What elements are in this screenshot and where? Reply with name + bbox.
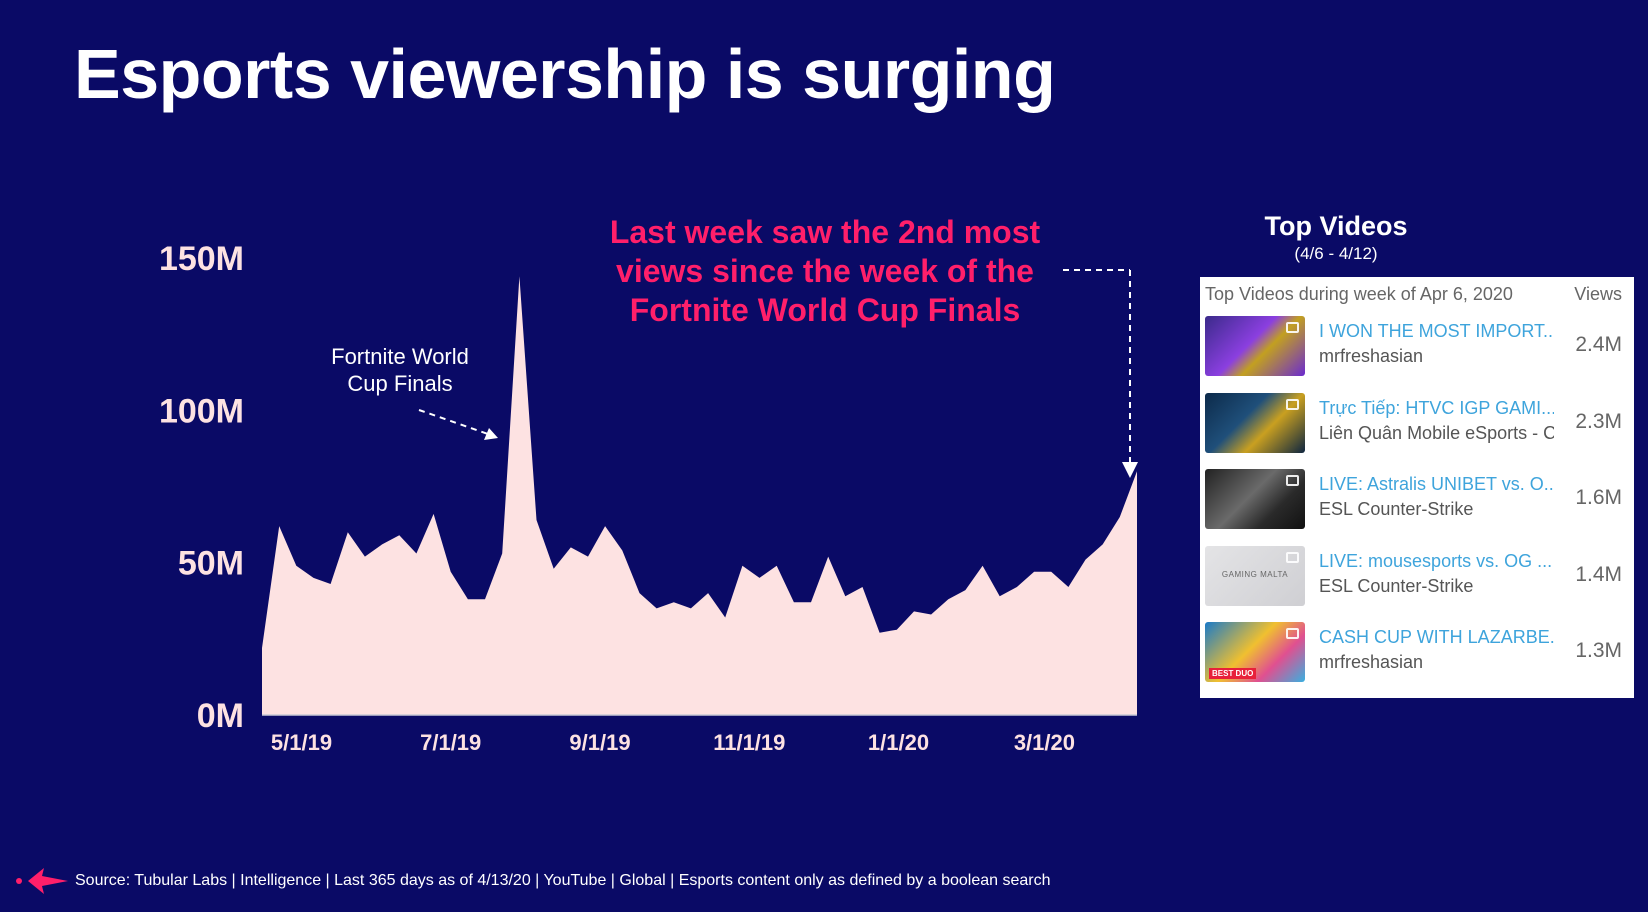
caption-icon: [1286, 322, 1299, 333]
video-row[interactable]: LIVE: Astralis UNIBET vs. O... ESL Count…: [1200, 466, 1634, 543]
y-tick-label: 0M: [197, 697, 244, 735]
video-row[interactable]: I WON THE MOST IMPORT... mrfreshasian 2.…: [1200, 313, 1634, 390]
fwc-annotation-line: Cup Finals: [347, 371, 453, 396]
slide-title: Esports viewership is surging: [74, 35, 1056, 113]
video-thumbnail[interactable]: [1205, 316, 1305, 376]
top-videos-panel: Top Videos during week of Apr 6, 2020 Vi…: [1200, 277, 1634, 698]
video-views: 1.3M: [1575, 639, 1622, 662]
video-title-link[interactable]: LIVE: mousesports vs. OG ...: [1319, 550, 1553, 571]
video-title-link[interactable]: CASH CUP WITH LAZARBE...: [1319, 627, 1554, 647]
callout-arrow: [1063, 269, 1138, 478]
video-title-link[interactable]: LIVE: Astralis UNIBET vs. O...: [1319, 474, 1554, 494]
x-tick-label: 1/1/20: [868, 730, 929, 755]
top-videos-table-header: Top Videos during week of Apr 6, 2020 Vi…: [1200, 277, 1634, 313]
video-row[interactable]: Trực Tiếp: HTVC IGP GAMI... Liên Quân Mo…: [1200, 390, 1634, 467]
video-channel: Liên Quân Mobile eSports - C: [1319, 422, 1554, 443]
video-row[interactable]: GAMING MALTA LIVE: mousesports vs. OG ..…: [1200, 543, 1634, 620]
top-videos-date-range: (4/6 - 4/12): [1294, 244, 1378, 263]
y-tick-label: 50M: [178, 545, 244, 583]
table-label: Top Videos during week of Apr 6, 2020: [1205, 284, 1513, 304]
video-channel: mrfreshasian: [1319, 652, 1424, 672]
x-tick-label: 11/1/19: [713, 730, 785, 755]
video-title-link[interactable]: Trực Tiếp: HTVC IGP GAMI...: [1319, 397, 1554, 418]
y-tick-label: 150M: [159, 240, 244, 278]
video-views: 1.4M: [1575, 562, 1622, 586]
views-column-header: Views: [1574, 284, 1622, 304]
caption-icon: [1286, 628, 1299, 639]
x-tick-label: 5/1/19: [271, 730, 332, 755]
x-tick-label: 7/1/19: [420, 730, 481, 755]
tubular-logo-icon: [16, 868, 68, 894]
video-views: 2.3M: [1575, 409, 1622, 433]
callout-line: Fortnite World Cup Finals: [629, 292, 1021, 328]
top-videos-title: Top Videos: [1264, 211, 1408, 241]
y-tick-label: 100M: [159, 392, 244, 430]
thumbnail-brand-text: GAMING MALTA: [1221, 569, 1289, 579]
video-channel: ESL Counter-Strike: [1319, 575, 1474, 596]
caption-icon: [1286, 398, 1299, 410]
video-title-link[interactable]: I WON THE MOST IMPORT...: [1319, 321, 1554, 341]
callout-line: Last week saw the 2nd most: [609, 214, 1041, 250]
video-thumbnail[interactable]: [1205, 469, 1305, 529]
video-channel: mrfreshasian: [1319, 346, 1424, 366]
fwc-annotation: Fortnite World Cup Finals: [300, 343, 500, 397]
thumbnail-badge: BEST DUO: [1209, 668, 1257, 679]
video-row[interactable]: BEST DUO CASH CUP WITH LAZARBE... mrfres…: [1200, 619, 1634, 696]
caption-icon: [1286, 475, 1299, 486]
fwc-annotation-line: Fortnite World: [331, 344, 469, 369]
callout-line: views since the week of the: [616, 253, 1034, 289]
video-thumbnail[interactable]: [1205, 392, 1305, 453]
video-views: 1.6M: [1575, 486, 1622, 509]
source-note: Source: Tubular Labs | Intelligence | La…: [75, 872, 1051, 889]
x-tick-label: 9/1/19: [569, 730, 630, 755]
x-tick-label: 3/1/20: [1014, 730, 1075, 755]
video-thumbnail[interactable]: GAMING MALTA: [1205, 545, 1305, 606]
weekly-views-area: [262, 276, 1137, 715]
video-views: 2.4M: [1575, 333, 1622, 356]
video-thumbnail[interactable]: BEST DUO: [1205, 622, 1305, 682]
caption-icon: [1286, 551, 1299, 563]
top-videos-heading: Top Videos (4/6 - 4/12): [1200, 211, 1472, 264]
callout-text: Last week saw the 2nd most views since t…: [592, 213, 1058, 330]
video-channel: ESL Counter-Strike: [1319, 499, 1474, 519]
fwc-arrow: [418, 409, 498, 440]
